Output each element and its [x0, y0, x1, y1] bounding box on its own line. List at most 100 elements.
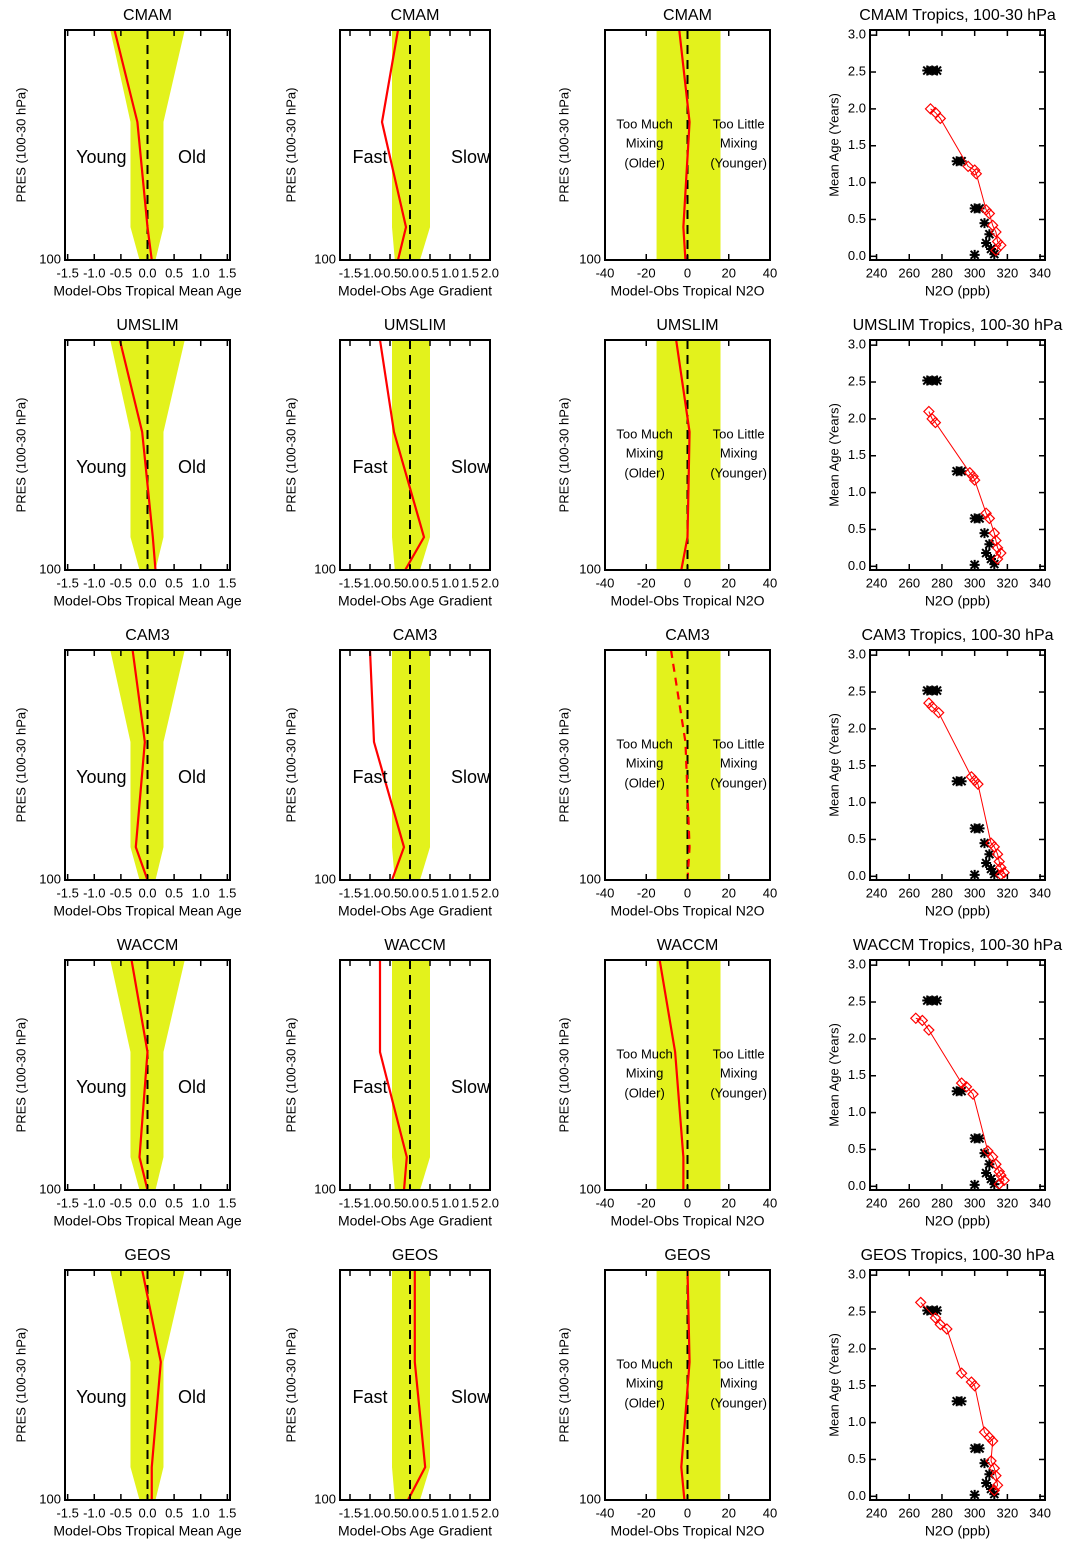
- annotation: (Younger): [710, 465, 767, 480]
- x-axis-label: N2O (ppb): [925, 283, 990, 299]
- annotation: Mixing: [626, 1375, 664, 1390]
- x-tick-label: 0.0: [138, 1195, 156, 1210]
- model-point: [972, 778, 984, 791]
- x-tick-label: -1.0: [83, 265, 105, 280]
- annotation: Fast: [352, 1387, 387, 1407]
- y-tick-label: 0.5: [848, 521, 866, 536]
- y-tick-label: 100: [314, 871, 336, 886]
- model-line: [113, 30, 153, 260]
- panel: WACCM Tropics, 100-30 hPa N2O (ppb) Mean A…: [826, 937, 1062, 1228]
- annotation: Slow: [451, 1077, 491, 1097]
- x-tick-label: 340: [1029, 1505, 1051, 1520]
- x-tick-label: 280: [931, 1505, 953, 1520]
- annotation: Old: [178, 1387, 206, 1407]
- x-axis-label: N2O (ppb): [925, 903, 990, 919]
- model-point: [990, 1469, 1002, 1482]
- x-tick-label: 1.0: [192, 265, 210, 280]
- obs-point: [979, 528, 990, 539]
- axes-box: [869, 649, 1046, 881]
- obs-point: [974, 823, 985, 834]
- y-tick-label: 0.0: [848, 248, 866, 263]
- annotation: Old: [178, 1077, 206, 1097]
- x-tick-label: 320: [997, 265, 1019, 280]
- x-tick-label: -0.5: [379, 885, 401, 900]
- annotation: Too Much: [616, 116, 672, 131]
- y-tick-label: 0.5: [848, 211, 866, 226]
- model-line: [130, 960, 149, 1190]
- panel: CMAM Model-Obs Age Gradient PRES (100-30 h…: [283, 7, 499, 298]
- model-line: [930, 108, 1002, 251]
- x-axis-label: Model-Obs Age Gradient: [338, 1523, 492, 1539]
- x-axis-label: Model-Obs Age Gradient: [338, 1213, 492, 1229]
- x-tick-label: 0.0: [401, 575, 419, 590]
- y-tick-label: 2.0: [848, 1340, 866, 1355]
- model-line: [669, 650, 691, 880]
- plot-area: [656, 650, 721, 880]
- annotation: (Younger): [710, 775, 767, 790]
- x-tick-label: 2.0: [481, 1195, 499, 1210]
- x-tick-label: 0.0: [401, 265, 419, 280]
- model-point: [990, 226, 1002, 238]
- annotation: Young: [76, 767, 126, 787]
- obs-point: [932, 1305, 943, 1316]
- x-axis-label: Model-Obs Tropical N2O: [610, 903, 764, 919]
- annotation: Mixing: [720, 445, 758, 460]
- obs-point: [984, 849, 995, 860]
- obs-point: [979, 1458, 990, 1469]
- plot-area: [368, 650, 430, 880]
- obs-point: [981, 548, 992, 559]
- model-point: [990, 244, 1002, 257]
- model-point: [986, 1435, 999, 1447]
- x-tick-label: 0.0: [401, 1505, 419, 1520]
- model-line: [118, 340, 157, 570]
- x-tick-label: 300: [964, 1195, 986, 1210]
- x-tick-label: -40: [596, 265, 615, 280]
- obs-point: [956, 156, 967, 167]
- panel: UMSLIM Model-Obs Tropical N2O PRES (100-30…: [556, 317, 777, 608]
- model-line: [378, 960, 408, 1190]
- x-tick-label: 1.0: [192, 575, 210, 590]
- x-tick-label: 1.0: [192, 1195, 210, 1210]
- annotation: Too Little: [713, 1046, 765, 1061]
- annotation: Slow: [451, 767, 491, 787]
- x-tick-label: 20: [722, 1195, 736, 1210]
- x-tick-label: 0.5: [421, 265, 439, 280]
- y-axis-label: PRES (100-30 hPa): [283, 398, 298, 513]
- plot-area: [378, 960, 430, 1190]
- annotation: Slow: [451, 457, 491, 477]
- x-axis-label: Model-Obs Tropical N2O: [610, 593, 764, 609]
- x-tick-label: 320: [997, 1505, 1019, 1520]
- axes-box: [869, 1269, 1046, 1501]
- obs-band: [110, 1270, 185, 1500]
- model-point: [926, 700, 938, 713]
- y-axis-label: PRES (100-30 hPa): [13, 1018, 28, 1133]
- model-point: [909, 1012, 922, 1025]
- x-tick-label: -1.0: [359, 1195, 381, 1210]
- x-tick-label: -1.5: [56, 1505, 78, 1520]
- y-tick-label: 2.0: [848, 1030, 866, 1045]
- obs-point: [932, 995, 943, 1006]
- x-tick-label: -1.5: [339, 1505, 361, 1520]
- panel: GEOS Model-Obs Tropical Mean Age PRES (100…: [13, 1247, 241, 1538]
- y-tick-label: 100: [579, 1491, 601, 1506]
- x-tick-label: 240: [866, 1195, 888, 1210]
- y-tick-label: 100: [579, 561, 601, 576]
- model-point: [988, 1484, 1001, 1497]
- plot-area: [656, 30, 721, 260]
- x-tick-label: 0: [684, 1195, 691, 1210]
- chart-title: CAM3 Tropics, 100-30 hPa: [861, 627, 1053, 644]
- obs-point: [981, 238, 992, 249]
- obs-point: [974, 1133, 985, 1144]
- x-tick-label: -40: [596, 1195, 615, 1210]
- y-tick-label: 100: [579, 1181, 601, 1196]
- model-line: [675, 340, 691, 570]
- y-tick-label: 100: [39, 1181, 61, 1196]
- y-tick-label: 100: [39, 251, 61, 266]
- x-tick-label: 1.5: [461, 1195, 479, 1210]
- x-tick-label: -0.5: [110, 1195, 132, 1210]
- x-tick-label: 1.5: [218, 265, 236, 280]
- annotation: Mixing: [626, 1065, 664, 1080]
- y-axis-label: PRES (100-30 hPa): [556, 708, 571, 823]
- x-tick-label: 2.0: [481, 575, 499, 590]
- x-tick-label: -1.5: [339, 575, 361, 590]
